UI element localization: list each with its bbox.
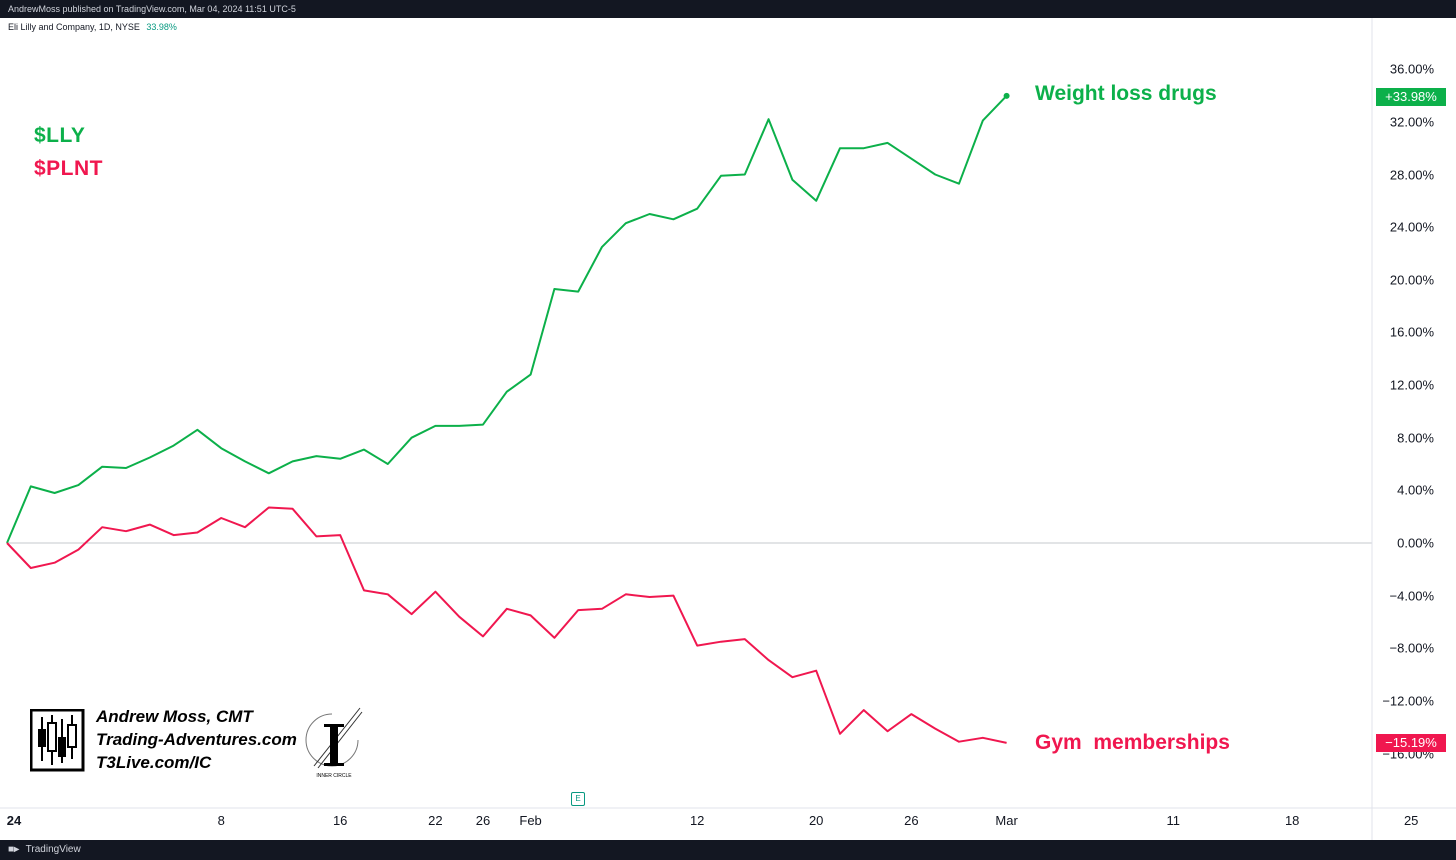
price-tag-lly: +33.98% bbox=[1376, 88, 1446, 106]
x-tick-label: 8 bbox=[217, 813, 225, 828]
tradingview-logo-icon[interactable]: ■▸ bbox=[8, 844, 20, 855]
series-line-plnt[interactable] bbox=[6, 506, 1007, 744]
inner-circle-text: INNER CIRCLE bbox=[316, 773, 352, 779]
y-tick-label: 36.00% bbox=[1389, 61, 1434, 77]
symbol-name: Eli Lilly and Company, 1D, NYSE bbox=[8, 22, 140, 32]
watermark-name: Andrew Moss, CMT bbox=[96, 707, 253, 726]
legend-plnt: $PLNT bbox=[34, 157, 104, 180]
x-tick-label: Mar bbox=[995, 813, 1018, 828]
author-watermark: Andrew Moss, CMT Trading-Adventures.com … bbox=[30, 706, 370, 782]
y-tick-label: 24.00% bbox=[1389, 219, 1434, 235]
symbol-change: 33.98% bbox=[146, 22, 177, 32]
publish-header: AndrewMoss published on TradingView.com,… bbox=[0, 0, 1456, 18]
y-tick-label: 0.00% bbox=[1397, 535, 1434, 551]
x-tick-label: Feb bbox=[519, 813, 542, 828]
watermark-ic: T3Live.com/IC bbox=[96, 753, 212, 772]
x-tick-label: 20 bbox=[808, 813, 824, 828]
y-tick-label: 8.00% bbox=[1397, 430, 1434, 446]
x-tick-label: 12 bbox=[689, 813, 705, 828]
y-tick-label: −8.00% bbox=[1389, 640, 1434, 656]
watermark-site: Trading-Adventures.com bbox=[96, 730, 297, 749]
series-line-lly[interactable] bbox=[6, 95, 1008, 544]
y-tick-label: 20.00% bbox=[1389, 272, 1434, 288]
x-tick-label: 11 bbox=[1166, 813, 1180, 828]
x-tick-label: 18 bbox=[1284, 813, 1300, 828]
x-tick-label: 16 bbox=[332, 813, 348, 828]
y-tick-label: −12.00% bbox=[1382, 693, 1434, 709]
footer-brand: TradingView bbox=[25, 844, 81, 855]
y-tick-label: 16.00% bbox=[1389, 324, 1434, 340]
y-tick-label: 4.00% bbox=[1397, 482, 1434, 498]
inner-circle-logo-icon: INNER CIRCLE bbox=[305, 707, 363, 779]
price-tag-plnt: −15.19% bbox=[1376, 734, 1446, 752]
symbol-legend[interactable]: Eli Lilly and Company, 1D, NYSE 33.98% bbox=[8, 22, 177, 32]
x-tick-label: 22 bbox=[428, 813, 443, 828]
y-tick-label: 28.00% bbox=[1389, 167, 1434, 183]
candlestick-logo-icon bbox=[30, 709, 85, 772]
series-end-point-lly bbox=[1003, 92, 1010, 99]
legend-lly: $LLY bbox=[34, 124, 86, 147]
publish-info: AndrewMoss published on TradingView.com,… bbox=[8, 4, 296, 14]
annotation-weight-loss: Weight loss drugs bbox=[1035, 82, 1217, 105]
footer-bar: ■▸ TradingView bbox=[0, 840, 1456, 860]
x-tick-label: 26 bbox=[475, 813, 491, 828]
x-tick-label: 25 bbox=[1403, 813, 1419, 828]
axis-separators bbox=[0, 18, 1456, 840]
x-tick-label: 26 bbox=[904, 813, 919, 828]
x-tick-label: 24 bbox=[6, 813, 22, 828]
annotation-gym: Gym memberships bbox=[1035, 731, 1230, 754]
earnings-icon[interactable]: E bbox=[571, 792, 585, 806]
y-tick-label: 32.00% bbox=[1389, 114, 1434, 130]
y-tick-label: 12.00% bbox=[1389, 377, 1434, 393]
chart-series bbox=[6, 92, 1010, 744]
y-tick-label: −4.00% bbox=[1389, 588, 1434, 604]
